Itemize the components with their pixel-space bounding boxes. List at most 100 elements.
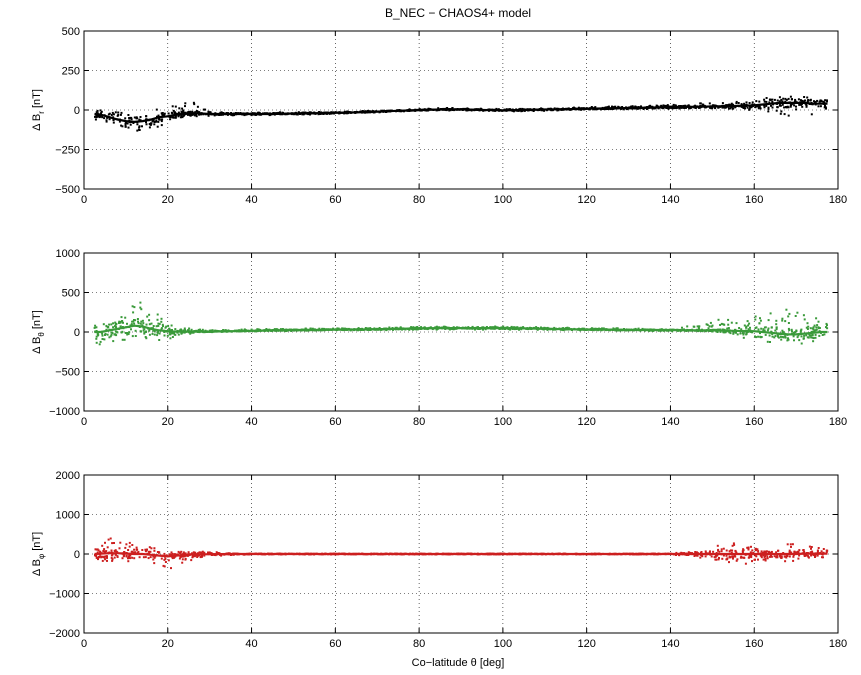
data-point-br: [748, 102, 751, 104]
data-point-br: [145, 115, 148, 118]
data-point-bphi: [756, 548, 759, 551]
data-point-br: [806, 96, 809, 99]
data-point-btheta: [134, 335, 137, 337]
data-point-br: [801, 100, 804, 103]
data-point-br: [136, 129, 139, 132]
series-trace-bphi: [94, 552, 828, 558]
data-point-br: [740, 103, 743, 106]
data-point-br: [782, 97, 785, 100]
data-point-br: [181, 116, 184, 119]
data-point-btheta: [742, 333, 745, 336]
data-point-btheta: [799, 329, 802, 332]
data-point-br: [117, 111, 120, 114]
data-point-btheta: [143, 328, 146, 331]
data-point-btheta: [814, 336, 817, 339]
x-tick-label-bphi: 100: [494, 638, 512, 650]
data-point-btheta: [128, 331, 131, 334]
y-axis-title-btheta: Δ Bθ [nT]: [31, 310, 46, 354]
data-point-br: [775, 109, 778, 112]
data-point-btheta: [256, 328, 259, 331]
data-point-btheta: [738, 327, 741, 329]
data-point-bphi: [809, 551, 812, 554]
data-point-bphi: [184, 557, 187, 560]
data-point-btheta: [162, 325, 164, 328]
data-point-btheta: [164, 326, 167, 329]
data-point-bphi: [744, 562, 747, 565]
data-point-btheta: [201, 328, 204, 331]
data-point-btheta: [169, 329, 171, 332]
data-point-br: [172, 116, 175, 119]
data-point-btheta: [787, 337, 789, 340]
data-point-btheta: [156, 318, 159, 321]
data-point-bphi: [721, 557, 724, 560]
data-point-btheta: [157, 324, 160, 327]
data-point-br: [805, 104, 808, 107]
x-tick-label-bphi: 60: [329, 638, 341, 650]
data-point-bphi: [825, 549, 828, 552]
data-point-br: [120, 111, 123, 114]
data-point-br: [751, 101, 754, 104]
data-point-bphi: [762, 558, 765, 561]
data-point-bphi: [105, 550, 108, 553]
data-point-bphi: [720, 548, 723, 551]
data-point-btheta: [697, 328, 700, 330]
data-point-br: [130, 118, 133, 121]
data-point-bphi: [181, 558, 184, 561]
data-point-bphi: [704, 550, 707, 553]
data-point-br: [178, 107, 181, 110]
data-point-br: [678, 107, 681, 110]
data-point-bphi: [717, 549, 719, 552]
data-point-bphi: [789, 543, 792, 546]
data-point-btheta: [809, 334, 812, 337]
data-point-bphi: [116, 551, 119, 554]
data-point-bphi: [97, 556, 100, 559]
data-point-br: [172, 109, 175, 112]
data-point-btheta: [816, 324, 819, 327]
data-point-bphi: [95, 555, 98, 557]
data-point-bphi: [731, 544, 734, 547]
data-point-btheta: [388, 326, 391, 329]
data-point-bphi: [149, 556, 152, 559]
data-point-btheta: [494, 325, 497, 328]
data-point-bphi: [180, 555, 183, 558]
data-point-bphi: [191, 552, 193, 555]
data-point-bphi: [695, 551, 698, 554]
data-point-br: [278, 111, 281, 114]
data-point-btheta: [95, 341, 98, 344]
data-point-btheta: [341, 327, 344, 330]
data-point-btheta: [151, 332, 154, 335]
data-point-bphi: [113, 556, 116, 559]
data-point-br: [196, 105, 199, 108]
data-point-btheta: [751, 331, 754, 334]
data-point-bphi: [803, 550, 806, 553]
data-point-btheta: [155, 325, 158, 328]
data-point-bphi: [131, 556, 134, 559]
data-point-bphi: [730, 551, 733, 554]
data-point-btheta: [812, 328, 815, 331]
data-point-br: [174, 105, 177, 108]
data-point-btheta: [364, 327, 367, 329]
data-point-btheta: [174, 333, 177, 336]
data-point-bphi: [121, 557, 124, 560]
data-point-br: [803, 100, 806, 103]
x-tick-label-br: 0: [81, 194, 87, 206]
data-point-br: [169, 118, 172, 121]
data-point-br: [138, 125, 141, 128]
data-point-bphi: [128, 541, 131, 544]
data-point-bphi: [736, 558, 739, 561]
data-point-btheta: [166, 334, 169, 337]
data-point-br: [152, 119, 155, 122]
data-point-btheta: [793, 339, 795, 342]
data-point-bphi: [128, 545, 131, 548]
data-point-btheta: [757, 328, 760, 331]
data-point-br: [758, 100, 761, 103]
data-point-br: [103, 117, 106, 120]
data-point-btheta: [124, 332, 127, 334]
data-point-btheta: [95, 335, 98, 338]
data-point-btheta: [132, 320, 135, 323]
data-point-bphi: [132, 551, 135, 554]
data-point-btheta: [95, 337, 98, 340]
data-point-btheta: [719, 324, 722, 326]
data-point-btheta: [148, 319, 151, 322]
data-point-br: [191, 113, 193, 116]
